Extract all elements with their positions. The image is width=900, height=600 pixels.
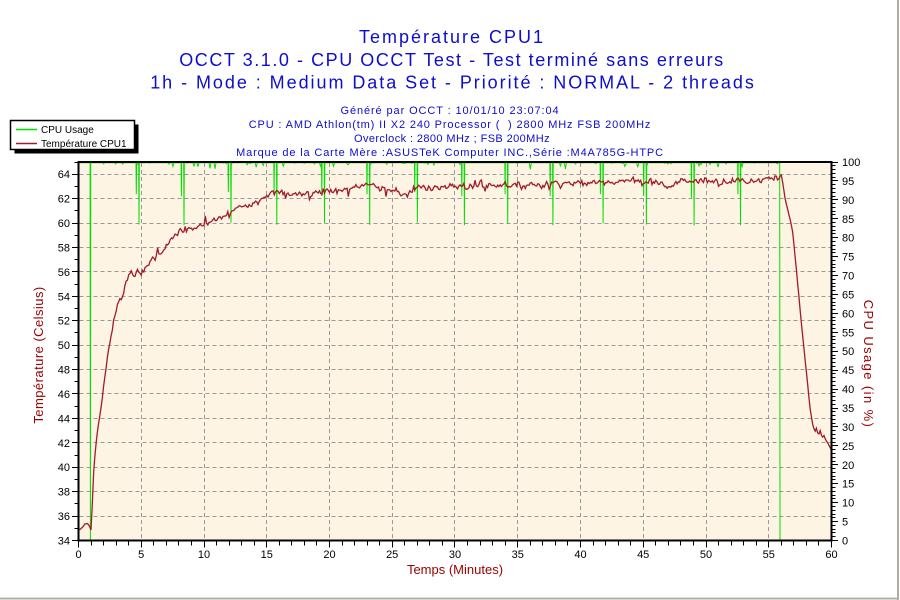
svg-text:100: 100 <box>842 157 860 169</box>
svg-text:Généré par OCCT : 10/01/10 23:: Généré par OCCT : 10/01/10 23:07:04 <box>340 105 559 117</box>
svg-text:CPU Usage: CPU Usage <box>41 125 94 136</box>
svg-text:CPU Usage (in %): CPU Usage (in %) <box>861 300 876 429</box>
svg-text:60: 60 <box>842 308 854 320</box>
svg-text:50: 50 <box>58 340 70 352</box>
svg-text:40: 40 <box>58 462 70 474</box>
svg-text:Température (Celsius): Température (Celsius) <box>31 286 46 423</box>
svg-text:52: 52 <box>58 316 70 328</box>
svg-text:0: 0 <box>842 536 848 548</box>
svg-text:20: 20 <box>842 460 854 472</box>
svg-text:42: 42 <box>58 438 70 450</box>
svg-text:50: 50 <box>700 549 712 561</box>
svg-text:0: 0 <box>75 549 81 561</box>
svg-text:75: 75 <box>842 252 854 264</box>
svg-text:55: 55 <box>842 327 854 339</box>
svg-text:40: 40 <box>842 384 854 396</box>
svg-text:45: 45 <box>842 365 854 377</box>
svg-text:85: 85 <box>842 214 854 226</box>
svg-text:40: 40 <box>574 549 586 561</box>
svg-text:5: 5 <box>842 517 848 529</box>
svg-text:Température CPU1: Température CPU1 <box>41 139 127 150</box>
svg-text:5: 5 <box>138 549 144 561</box>
svg-text:Temps (Minutes): Temps (Minutes) <box>407 562 503 577</box>
svg-text:25: 25 <box>842 441 854 453</box>
svg-text:58: 58 <box>58 243 70 255</box>
svg-text:60: 60 <box>825 549 837 561</box>
svg-text:15: 15 <box>261 549 273 561</box>
svg-text:OCCT 3.1.0 - CPU OCCT Test - T: OCCT 3.1.0 - CPU OCCT Test - Test termin… <box>179 50 725 70</box>
svg-text:90: 90 <box>842 195 854 207</box>
svg-text:70: 70 <box>842 271 854 283</box>
svg-text:CPU : AMD Athlon(tm) II X2 240: CPU : AMD Athlon(tm) II X2 240 Processor… <box>249 119 651 131</box>
svg-text:15: 15 <box>842 479 854 491</box>
svg-text:20: 20 <box>323 549 335 561</box>
svg-text:Température CPU1: Température CPU1 <box>359 27 545 47</box>
svg-text:95: 95 <box>842 176 854 188</box>
svg-text:35: 35 <box>842 403 854 415</box>
svg-text:36: 36 <box>58 511 70 523</box>
svg-text:62: 62 <box>58 194 70 206</box>
svg-text:65: 65 <box>842 290 854 302</box>
svg-text:45: 45 <box>637 549 649 561</box>
svg-text:30: 30 <box>449 549 461 561</box>
svg-text:50: 50 <box>842 346 854 358</box>
svg-text:80: 80 <box>842 233 854 245</box>
svg-text:55: 55 <box>763 549 775 561</box>
svg-text:44: 44 <box>58 413 70 425</box>
svg-text:Marque de la Carte Mère :ASUST: Marque de la Carte Mère :ASUSTeK Compute… <box>236 147 664 159</box>
svg-text:25: 25 <box>386 549 398 561</box>
svg-text:10: 10 <box>198 549 210 561</box>
svg-text:46: 46 <box>58 389 70 401</box>
svg-text:30: 30 <box>842 422 854 434</box>
svg-text:56: 56 <box>58 267 70 279</box>
svg-text:10: 10 <box>842 498 854 510</box>
svg-text:60: 60 <box>58 218 70 230</box>
svg-text:54: 54 <box>58 291 70 303</box>
svg-text:1h - Mode : Medium Data Set -: 1h - Mode : Medium Data Set - Priorité :… <box>150 73 756 93</box>
svg-text:64: 64 <box>58 169 70 181</box>
svg-text:35: 35 <box>512 549 524 561</box>
svg-text:38: 38 <box>58 487 70 499</box>
svg-text:48: 48 <box>58 365 70 377</box>
svg-text:Overclock : 2800 MHz ; FSB 200: Overclock : 2800 MHz ; FSB 200MHz <box>354 133 550 145</box>
svg-text:34: 34 <box>58 536 70 548</box>
